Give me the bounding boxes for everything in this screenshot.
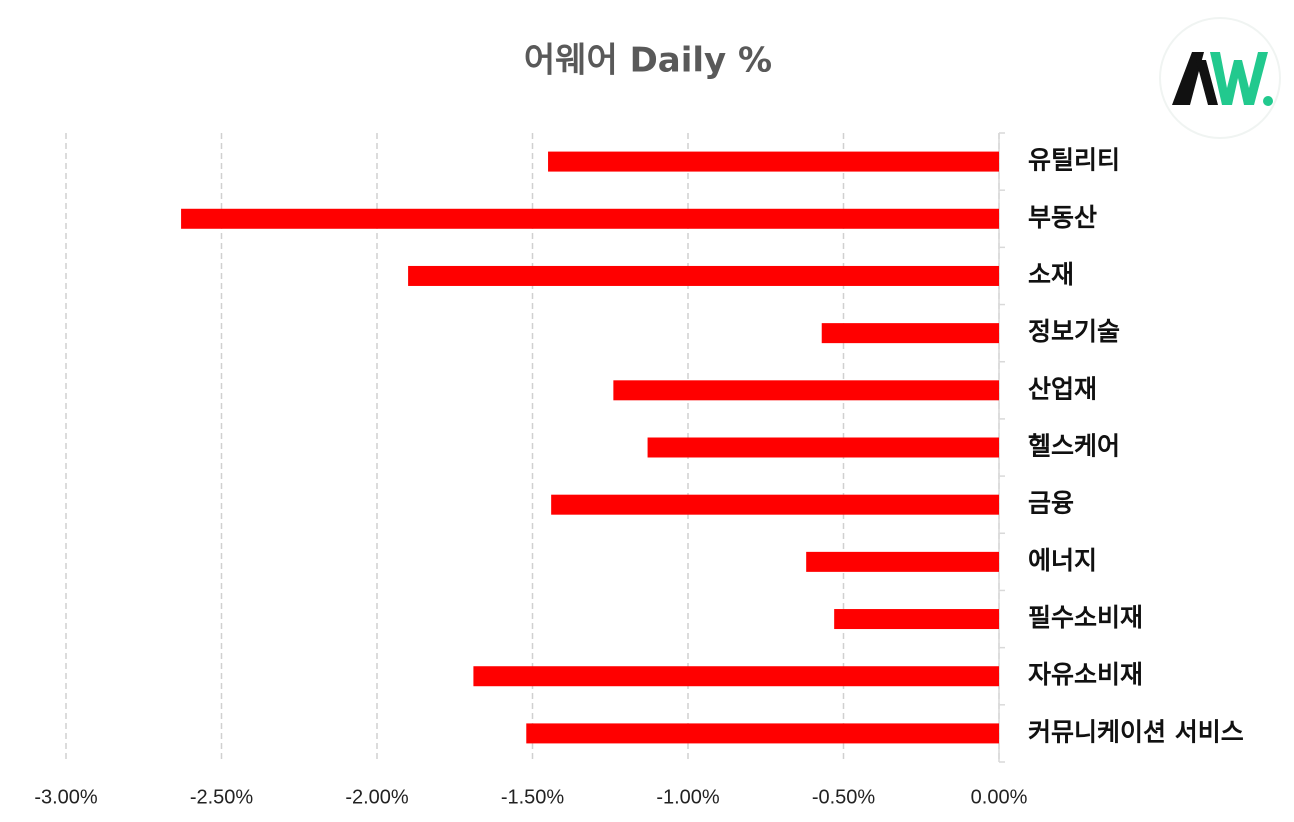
bar [613,380,999,401]
x-tick-label: -3.00% [34,786,98,808]
bar [647,437,999,458]
bar [181,208,999,229]
bar [473,666,999,687]
bar [526,723,999,744]
bar [834,609,999,630]
y-tick-label: 자유소비재 [1028,660,1143,689]
logo-shape [1210,52,1268,105]
logo-shape [1172,52,1204,105]
x-tick-label: -2.00% [345,786,409,808]
logo-shape [1196,60,1218,105]
y-tick-label: 헬스케어 [1028,432,1120,461]
y-tick-label: 부동산 [1028,203,1097,232]
bar [821,323,999,344]
x-tick-label: -1.00% [656,786,720,808]
logo [1159,17,1281,139]
y-tick-label: 에너지 [1028,546,1097,575]
x-tick-label: 0.00% [971,786,1028,808]
x-tick-label: -0.50% [812,786,876,808]
y-tick-label: 커뮤니케이션 서비스 [1028,717,1244,746]
logo-dot [1263,96,1273,106]
y-tick-label: 산업재 [1028,374,1097,403]
chart-title: 어웨어 Daily % [524,41,772,81]
bar [408,265,1000,286]
x-tick-label: -2.50% [190,786,254,808]
bar [548,151,999,172]
y-tick-label: 소재 [1028,260,1074,289]
bar [551,494,999,515]
y-tick-label: 정보기술 [1028,317,1120,346]
y-tick-label: 유틸리티 [1028,146,1120,175]
bar [806,551,999,572]
x-tick-label: -1.50% [501,786,565,808]
y-tick-label: 필수소비재 [1028,603,1143,632]
y-tick-label: 금융 [1028,489,1074,518]
